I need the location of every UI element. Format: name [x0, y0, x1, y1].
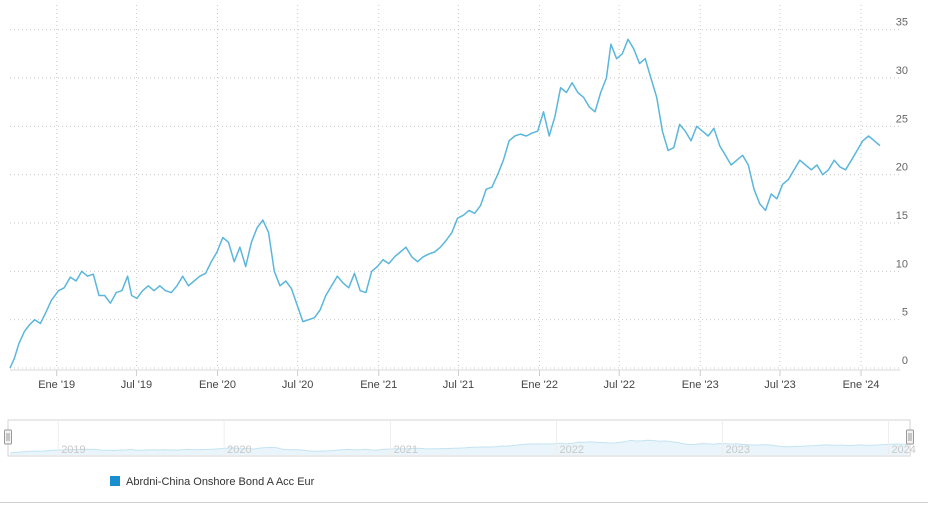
- bottom-divider: [0, 502, 928, 503]
- legend[interactable]: Abrdni-China Onshore Bond A Acc Eur: [110, 476, 315, 488]
- x-tick-label: Ene '24: [843, 379, 880, 391]
- y-tick-label: 5: [902, 307, 908, 319]
- navigator-year-label: 2021: [394, 444, 418, 456]
- y-axis: 0 5 10 15 20 25 30 35: [896, 17, 908, 367]
- x-axis: Ene '19 Jul '19 Ene '20 Jul '20 Ene '21 Jul '…: [38, 370, 880, 391]
- x-tick-label: Ene '21: [360, 379, 397, 391]
- x-tick-label: Ene '20: [199, 379, 236, 391]
- range-navigator[interactable]: 2019 2020 2021 2022 2023 2024: [4, 419, 916, 457]
- legend-marker: [110, 476, 120, 486]
- y-tick-label: 20: [896, 162, 908, 174]
- x-tick-label: Jul '22: [603, 379, 634, 391]
- x-tick-label: Jul '21: [443, 379, 474, 391]
- y-tick-label: 30: [896, 65, 908, 77]
- series-layer[interactable]: [9, 38, 881, 369]
- navigator-year-label: 2020: [227, 444, 251, 456]
- handle-body[interactable]: [906, 429, 914, 445]
- series-line[interactable]: [9, 38, 881, 369]
- legend-label: Abrdni-China Onshore Bond A Acc Eur: [126, 476, 315, 488]
- navigator-series: [9, 439, 909, 454]
- navigator-year-label: 2024: [891, 444, 915, 456]
- navigator-left-handle[interactable]: [4, 429, 12, 445]
- navigator-year-label: 2022: [560, 444, 584, 456]
- y-tick-label: 35: [896, 17, 908, 29]
- x-tick-label: Jul '23: [764, 379, 795, 391]
- legend-item[interactable]: Abrdni-China Onshore Bond A Acc Eur: [110, 476, 315, 488]
- x-tick-label: Jul '20: [282, 379, 313, 391]
- navigator-year-label: 2023: [725, 444, 749, 456]
- x-tick-label: Ene '22: [521, 379, 558, 391]
- x-tick-label: Jul '19: [121, 379, 152, 391]
- x-tick-label: Ene '19: [38, 379, 75, 391]
- y-tick-label: 10: [896, 258, 908, 270]
- navigator-year-label: 2019: [61, 444, 85, 456]
- handle-body[interactable]: [4, 429, 12, 445]
- grid-layer: [10, 5, 900, 371]
- navigator-right-handle[interactable]: [906, 429, 914, 445]
- y-tick-label: 0: [902, 355, 908, 367]
- y-tick-label: 25: [896, 113, 908, 125]
- y-tick-label: 15: [896, 210, 908, 222]
- x-tick-label: Ene '23: [682, 379, 719, 391]
